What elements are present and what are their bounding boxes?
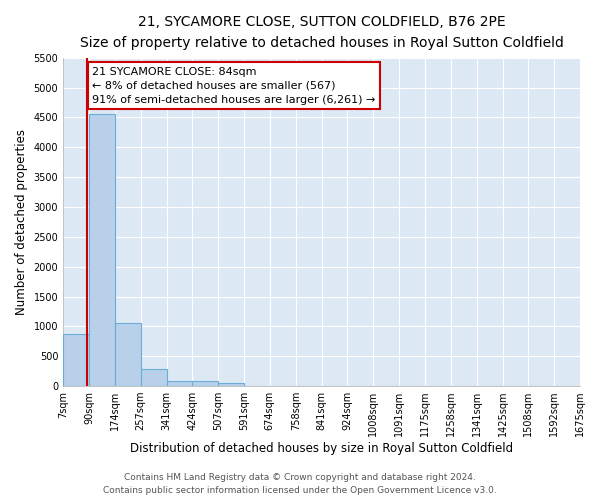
- Bar: [140, 369, 167, 386]
- X-axis label: Distribution of detached houses by size in Royal Sutton Coldfield: Distribution of detached houses by size …: [130, 442, 513, 455]
- Bar: [167, 380, 193, 386]
- Bar: [193, 382, 218, 386]
- Text: 21 SYCAMORE CLOSE: 84sqm
← 8% of detached houses are smaller (567)
91% of semi-d: 21 SYCAMORE CLOSE: 84sqm ← 8% of detache…: [92, 66, 376, 104]
- Bar: [115, 323, 140, 386]
- Y-axis label: Number of detached properties: Number of detached properties: [15, 129, 28, 315]
- Bar: [89, 114, 115, 386]
- Title: 21, SYCAMORE CLOSE, SUTTON COLDFIELD, B76 2PE
Size of property relative to detac: 21, SYCAMORE CLOSE, SUTTON COLDFIELD, B7…: [80, 15, 563, 50]
- Bar: [218, 383, 244, 386]
- Text: Contains HM Land Registry data © Crown copyright and database right 2024.
Contai: Contains HM Land Registry data © Crown c…: [103, 474, 497, 495]
- Bar: [63, 334, 89, 386]
